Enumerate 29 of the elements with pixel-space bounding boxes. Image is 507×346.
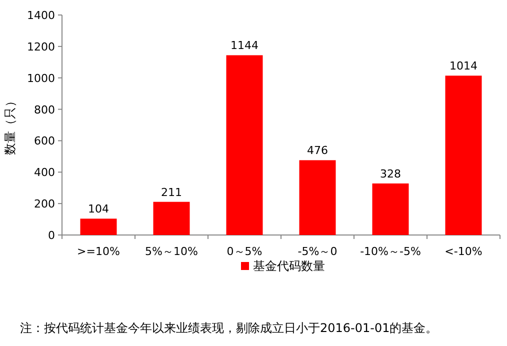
- bar: [80, 218, 117, 235]
- y-tick-label: 600: [34, 134, 55, 148]
- y-tick-label: 200: [34, 198, 55, 211]
- data-label: 211: [161, 186, 182, 199]
- x-tick-label: 0～5%: [226, 245, 262, 258]
- y-tick-label: 400: [34, 166, 55, 180]
- y-tick-label: 0: [48, 229, 55, 242]
- legend-label: 基金代码数量: [253, 259, 325, 273]
- data-label: 1144: [230, 39, 258, 52]
- y-axis-title: 数量（只）: [3, 95, 17, 155]
- x-tick-label: 5%～10%: [145, 245, 198, 258]
- data-label: 328: [380, 167, 401, 180]
- bar: [445, 76, 482, 235]
- y-tick-label: 1200: [27, 40, 55, 54]
- data-label: 1014: [450, 60, 478, 73]
- x-tick-label: >=10%: [77, 245, 120, 258]
- data-label: 104: [88, 202, 109, 216]
- bar: [372, 183, 409, 235]
- x-tick-label: <-10%: [444, 245, 482, 258]
- bar: [153, 202, 190, 235]
- x-tick-label: -10%～-5%: [360, 245, 421, 258]
- bar: [299, 160, 336, 235]
- text: 注：按代码统计基金今年以来业绩表现，剔除成立日小于2016-01-01的基金。: [20, 321, 438, 335]
- y-tick-label: 1400: [27, 9, 55, 22]
- bar: [226, 55, 263, 235]
- y-tick-label: 800: [34, 103, 55, 116]
- data-label: 476: [307, 144, 328, 158]
- y-tick-label: 1000: [27, 72, 55, 85]
- x-tick-label: -5%～0: [298, 245, 338, 258]
